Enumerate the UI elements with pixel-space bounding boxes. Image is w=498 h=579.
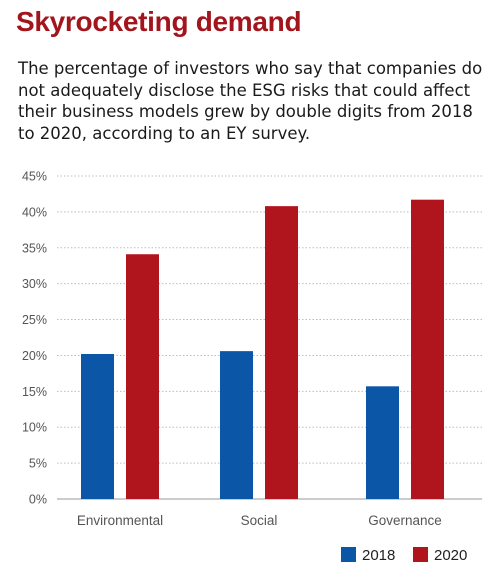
y-tick-label: 15% (22, 385, 47, 399)
bar-social-2020 (265, 206, 298, 499)
y-tick-label: 35% (22, 241, 47, 255)
y-tick-label: 25% (22, 313, 47, 327)
x-category-label: Governance (368, 513, 442, 528)
x-category-label: Environmental (77, 513, 163, 528)
chart-subtitle: The percentage of investors who say that… (18, 59, 483, 143)
legend-swatch-2020 (413, 547, 428, 562)
bar-environmental-2020 (126, 254, 159, 499)
x-category-label: Social (241, 513, 278, 528)
y-tick-label: 20% (22, 349, 47, 363)
legend-label-2018: 2018 (362, 547, 395, 564)
y-tick-label: 40% (22, 205, 47, 219)
y-tick-label: 5% (29, 457, 47, 471)
bar-governance-2018 (366, 386, 399, 499)
legend-swatch-2018 (341, 547, 356, 562)
bar-environmental-2018 (81, 354, 114, 499)
y-tick-label: 45% (22, 170, 47, 184)
y-tick-label: 10% (22, 421, 47, 435)
bar-social-2018 (220, 351, 253, 499)
legend-label-2020: 2020 (434, 547, 467, 564)
y-tick-label: 30% (22, 277, 47, 291)
chart-title: Skyrocketing demand (16, 6, 302, 37)
bar-governance-2020 (411, 199, 444, 500)
y-tick-label: 0% (29, 493, 47, 507)
